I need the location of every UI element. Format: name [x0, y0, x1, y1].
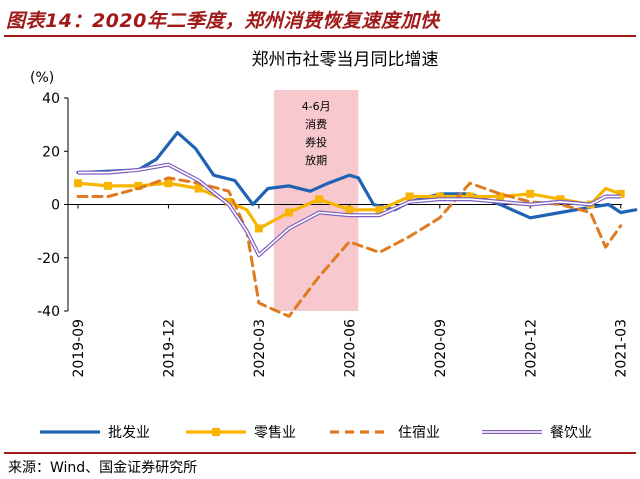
chart-title: 郑州市社零当月同比增速	[252, 50, 439, 70]
bottom-rule	[4, 452, 636, 454]
x-tick-label: 2021-03	[614, 319, 630, 378]
data-point	[526, 189, 535, 198]
x-tick-label: 2020-12	[523, 319, 539, 378]
series-line	[76, 131, 638, 220]
shaded-period-label: 消费	[305, 117, 327, 131]
data-point	[224, 197, 233, 206]
data-point	[194, 184, 203, 193]
legend-item: 餐饮业	[482, 425, 592, 441]
y-tick-label: -20	[37, 251, 60, 267]
legend-marker	[212, 428, 220, 436]
x-tick-label: 2019-12	[161, 319, 177, 378]
x-tick-label: 2019-09	[71, 319, 87, 378]
shaded-period-label: 放期	[305, 153, 327, 167]
series-line-inner	[78, 163, 621, 256]
series-批发业	[76, 131, 638, 220]
series-餐饮业	[78, 162, 621, 258]
data-point	[134, 181, 143, 190]
data-point	[104, 181, 113, 190]
x-tick-label: 2020-06	[342, 319, 358, 378]
legend-label: 住宿业	[398, 424, 440, 441]
title-rule	[4, 35, 636, 37]
data-point	[254, 224, 263, 233]
source-note: 来源：Wind、国金证券研究所	[8, 460, 198, 476]
data-point	[315, 195, 324, 204]
legend-label: 餐饮业	[550, 425, 592, 441]
legend-label: 批发业	[108, 425, 150, 441]
shaded-period-label: 券投	[305, 135, 327, 149]
figure-title: 图表14：2020年二季度，郑州消费恢复速度加快	[6, 10, 440, 32]
y-tick-label: -40	[37, 304, 60, 320]
data-point	[345, 205, 354, 214]
data-point	[375, 205, 384, 214]
data-point	[74, 179, 82, 188]
legend-item: 住宿业	[330, 424, 440, 441]
data-point	[435, 192, 444, 201]
data-point	[556, 195, 565, 204]
data-point	[285, 208, 294, 217]
data-point	[164, 179, 173, 188]
shaded-period-label: 4-6月	[302, 100, 331, 113]
data-point	[465, 192, 474, 201]
y-axis-label: (%)	[30, 70, 54, 86]
y-tick-label: 0	[51, 198, 60, 214]
data-point	[405, 192, 414, 201]
data-point	[616, 189, 625, 198]
series-零售业	[74, 179, 625, 233]
legend-item: 批发业	[40, 425, 150, 441]
y-tick-label: 40	[42, 91, 60, 107]
legend-label: 零售业	[254, 425, 296, 441]
y-tick-label: 20	[42, 144, 60, 160]
legend-item: 零售业	[186, 425, 296, 441]
data-point	[496, 192, 505, 201]
x-tick-label: 2020-09	[433, 319, 449, 378]
x-tick-label: 2020-03	[252, 319, 268, 378]
